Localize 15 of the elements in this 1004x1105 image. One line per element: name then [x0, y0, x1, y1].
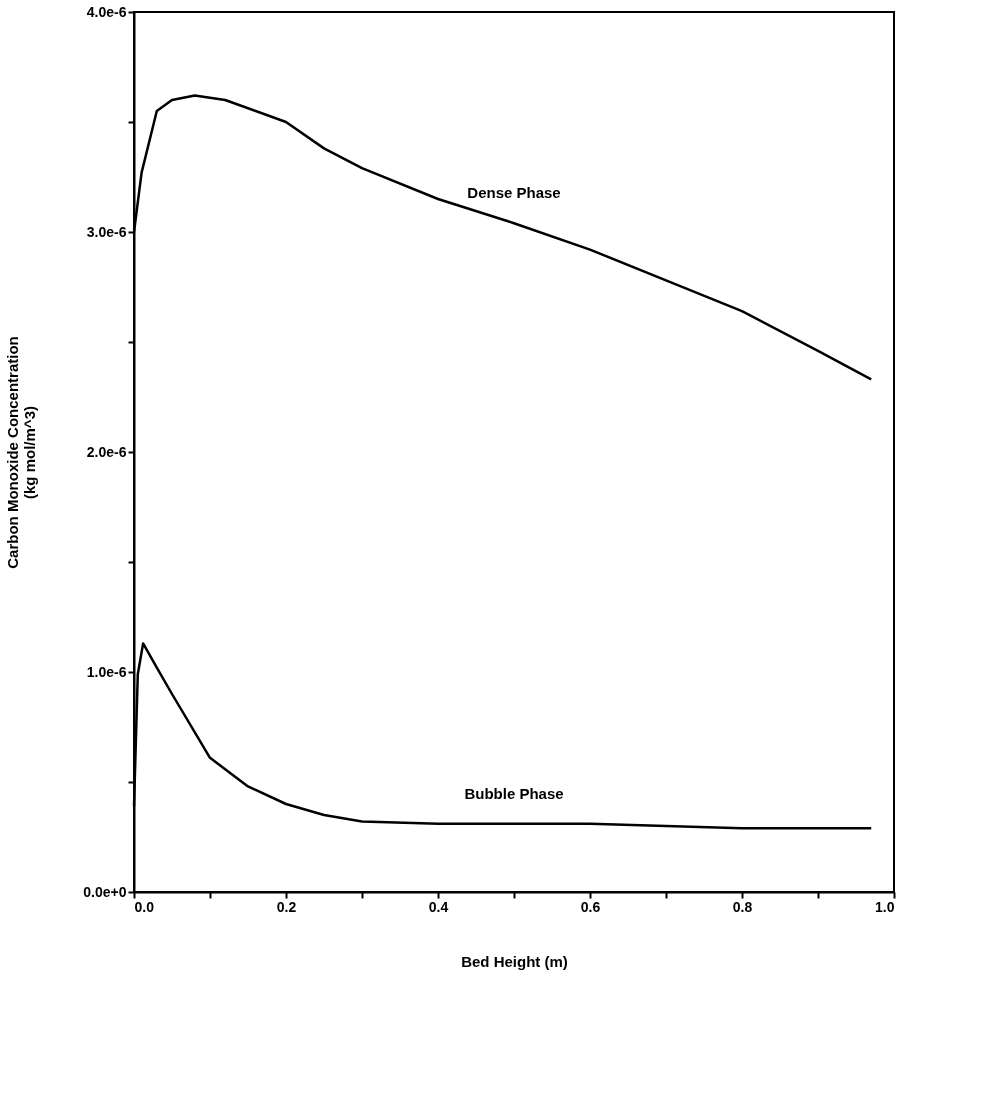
y-tick-label: 1.0e-6 [86, 663, 127, 680]
x-tick-label: 0.8 [732, 898, 753, 915]
series-label: Dense Phase [467, 184, 561, 202]
x-tick-label: 0.2 [276, 898, 297, 915]
y-axis-title: Carbon Monoxide Concentration (kg mol/m^3) [4, 336, 39, 569]
y-tick-label: 2.0e-6 [86, 443, 127, 460]
x-axis-title: Bed Height (m) [461, 952, 568, 970]
x-tick-label: 0.4 [428, 898, 449, 915]
series-label: Bubble Phase [464, 784, 564, 802]
x-tick-label: 1.0 [875, 898, 895, 915]
x-tick-label: 0.6 [580, 898, 601, 915]
y-tick-label: 4.0e-6 [86, 3, 127, 20]
y-tick-label: 3.0e-6 [86, 223, 127, 240]
y-tick-label: 0.0e+0 [83, 883, 127, 900]
x-tick-label: 0.0 [134, 898, 155, 915]
